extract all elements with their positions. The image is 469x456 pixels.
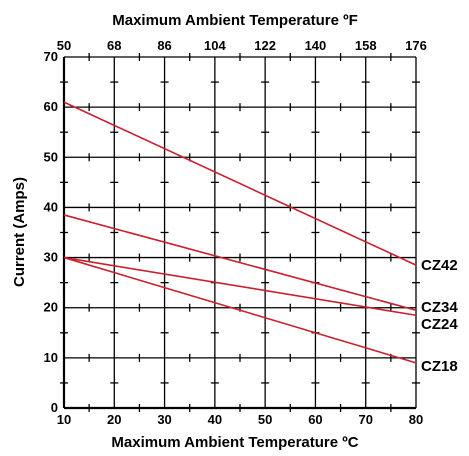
y-tick-label: 0 bbox=[51, 400, 58, 415]
x-top-tick-label: 86 bbox=[157, 38, 171, 53]
x-tick-label: 60 bbox=[308, 412, 322, 427]
x-top-tick-label: 68 bbox=[107, 38, 121, 53]
y-tick-label: 50 bbox=[44, 149, 58, 164]
series-line-cz24 bbox=[63, 256, 417, 317]
x-tick-label: 20 bbox=[107, 412, 121, 427]
axis-layer bbox=[62, 57, 416, 410]
y-tick-label: 20 bbox=[44, 300, 58, 315]
x-top-tick-label: 50 bbox=[57, 38, 71, 53]
y-tick-label: 40 bbox=[44, 199, 58, 214]
chart-title: Maximum Ambient Temperature ºF bbox=[112, 12, 358, 29]
series-label-cz24: CZ24 bbox=[421, 316, 458, 333]
x-tick-label: 70 bbox=[358, 412, 372, 427]
x-tick-label: 40 bbox=[208, 412, 222, 427]
series-line-cz18 bbox=[63, 256, 417, 364]
x-top-tick-label: 140 bbox=[305, 38, 327, 53]
series-line-cz42 bbox=[63, 101, 417, 266]
x-tick-label: 10 bbox=[57, 412, 71, 427]
series-line-cz34 bbox=[63, 214, 417, 311]
series-label-cz18: CZ18 bbox=[421, 358, 458, 375]
y-tick-label: 30 bbox=[44, 250, 58, 265]
x-top-tick-label: 122 bbox=[254, 38, 276, 53]
y-tick-label: 70 bbox=[44, 49, 58, 64]
x-axis-label: Maximum Ambient Temperature ºC bbox=[111, 434, 358, 451]
x-tick-label: 30 bbox=[157, 412, 171, 427]
y-tick-label: 60 bbox=[44, 99, 58, 114]
y-axis-label: Current (Amps) bbox=[11, 177, 28, 287]
series-label-cz42: CZ42 bbox=[421, 257, 458, 274]
y-tick-label: 10 bbox=[44, 350, 58, 365]
grid-layer bbox=[60, 53, 420, 412]
series-layer bbox=[63, 101, 417, 364]
x-top-tick-label: 158 bbox=[355, 38, 377, 53]
x-top-tick-label: 104 bbox=[204, 38, 226, 53]
x-top-tick-label: 176 bbox=[405, 38, 427, 53]
x-tick-label: 50 bbox=[258, 412, 272, 427]
series-label-cz34: CZ34 bbox=[421, 299, 458, 316]
x-tick-label: 80 bbox=[409, 412, 423, 427]
